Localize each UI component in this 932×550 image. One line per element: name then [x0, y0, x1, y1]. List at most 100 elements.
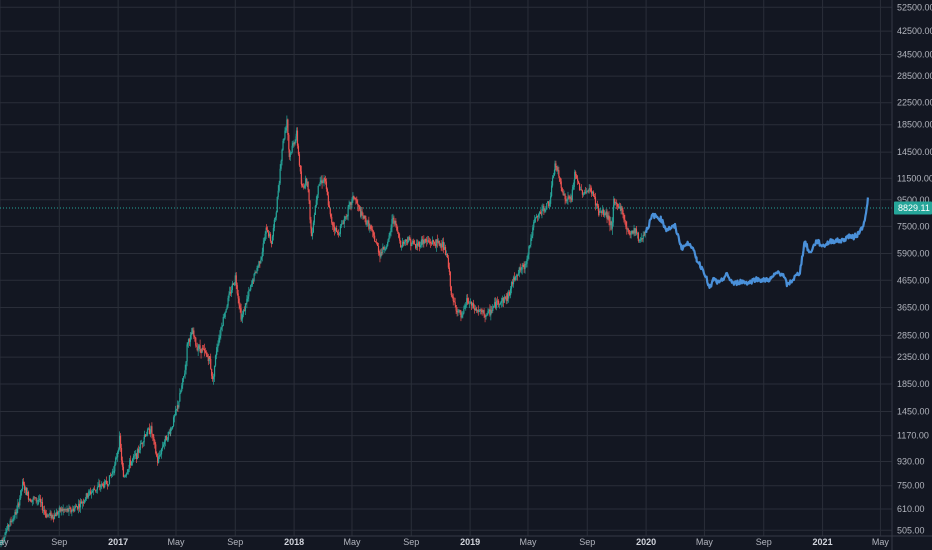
- y-tick-label: 42500.00: [897, 26, 932, 36]
- candle-body: [215, 351, 218, 356]
- candle-body: [189, 334, 192, 342]
- candle-body: [367, 220, 369, 224]
- candle-body: [449, 271, 451, 287]
- candle-body: [375, 242, 378, 244]
- price-axis[interactable]: 505.00 610.00 750.00 930.00 1170.00 1450.00 18…: [891, 0, 932, 550]
- candle-body: [323, 178, 326, 180]
- candle-body: [577, 181, 580, 184]
- candle-body: [592, 191, 595, 196]
- candle-body: [481, 310, 483, 312]
- candle-body: [149, 432, 152, 435]
- candle-body: [529, 244, 531, 247]
- candle-body: [98, 484, 100, 486]
- candle-body: [608, 215, 610, 222]
- candle-body: [611, 222, 613, 229]
- candle-body: [526, 258, 528, 264]
- candle-body: [65, 509, 67, 511]
- candle-body: [487, 311, 489, 314]
- candle-body: [21, 489, 23, 491]
- candle-body: [458, 310, 460, 312]
- candle-body: [491, 310, 493, 312]
- candle-body: [559, 177, 561, 182]
- time-axis[interactable]: May Sep 2017 May Sep 2018 May Sep 2019 May Sep 2020…: [0, 535, 932, 547]
- candle-body: [159, 454, 162, 456]
- candle-body: [324, 179, 327, 182]
- candle-body: [509, 291, 511, 296]
- x-tick-label: Sep: [227, 537, 243, 547]
- candle-body: [326, 189, 328, 196]
- candle-body: [408, 237, 410, 241]
- candle-body: [122, 466, 125, 477]
- candle-body: [103, 484, 105, 488]
- y-tick-label: 7500.00: [897, 221, 930, 231]
- candle-body: [209, 356, 211, 359]
- candle-body: [448, 267, 450, 272]
- candle-body: [163, 441, 166, 445]
- candle-body: [541, 208, 543, 214]
- candle-body: [430, 243, 433, 245]
- candle-body: [55, 512, 58, 517]
- candle-body: [69, 507, 71, 509]
- candle-body: [365, 218, 367, 225]
- candle-body: [538, 211, 541, 215]
- candle-body: [439, 243, 441, 246]
- candle-body: [438, 240, 440, 246]
- candle-body: [542, 206, 544, 209]
- candle-body: [534, 219, 536, 222]
- candle-body: [263, 240, 265, 244]
- candle-body: [631, 230, 633, 234]
- candle-body: [153, 436, 155, 441]
- candle-body: [488, 309, 490, 312]
- candle-body: [31, 499, 33, 502]
- candle-body: [537, 216, 539, 217]
- x-tick-label: 2020: [636, 537, 656, 547]
- candle-body: [79, 501, 82, 508]
- candle-body: [184, 373, 186, 377]
- candle-body: [607, 215, 609, 219]
- y-tick-label: 610.00: [897, 504, 925, 514]
- candle-body: [390, 227, 392, 232]
- candle-body: [294, 141, 296, 145]
- candle-body: [94, 489, 97, 491]
- candle-body: [7, 524, 9, 530]
- candle-body: [232, 283, 234, 285]
- candle-body: [418, 242, 421, 248]
- candle-body: [233, 282, 235, 285]
- candle-body: [182, 378, 184, 386]
- candle-body: [49, 512, 51, 515]
- candle-body: [435, 239, 437, 247]
- candle-body: [265, 227, 267, 234]
- candle-body: [2, 540, 4, 541]
- candle-body: [567, 196, 569, 200]
- candle-body: [206, 354, 208, 357]
- candle-body: [121, 460, 124, 467]
- candle-body: [145, 434, 147, 437]
- y-tick-label: 52500.00: [897, 2, 932, 12]
- candle-body: [618, 206, 621, 209]
- candle-body: [501, 298, 504, 301]
- candle-body: [514, 276, 517, 281]
- candle-body: [138, 450, 140, 453]
- candle-body: [320, 180, 322, 182]
- candle-body: [184, 369, 186, 374]
- candle-body: [144, 434, 146, 438]
- x-tick-label: Sep: [403, 537, 419, 547]
- candle-body: [469, 301, 472, 303]
- candle-body: [503, 296, 505, 303]
- candle-body: [15, 512, 17, 515]
- candle-body: [83, 500, 85, 503]
- candle-body: [350, 202, 352, 205]
- candle-body: [237, 293, 239, 299]
- candle-body: [387, 239, 389, 242]
- candle-body: [190, 332, 193, 335]
- candle-body: [101, 483, 103, 487]
- candle-body: [277, 190, 279, 197]
- candle-body: [535, 217, 537, 220]
- candle-body: [187, 339, 190, 344]
- candle-body: [332, 222, 334, 226]
- candle-body: [262, 243, 264, 252]
- candle-body: [489, 309, 491, 316]
- candle-body: [310, 228, 313, 237]
- candle-body: [179, 393, 181, 402]
